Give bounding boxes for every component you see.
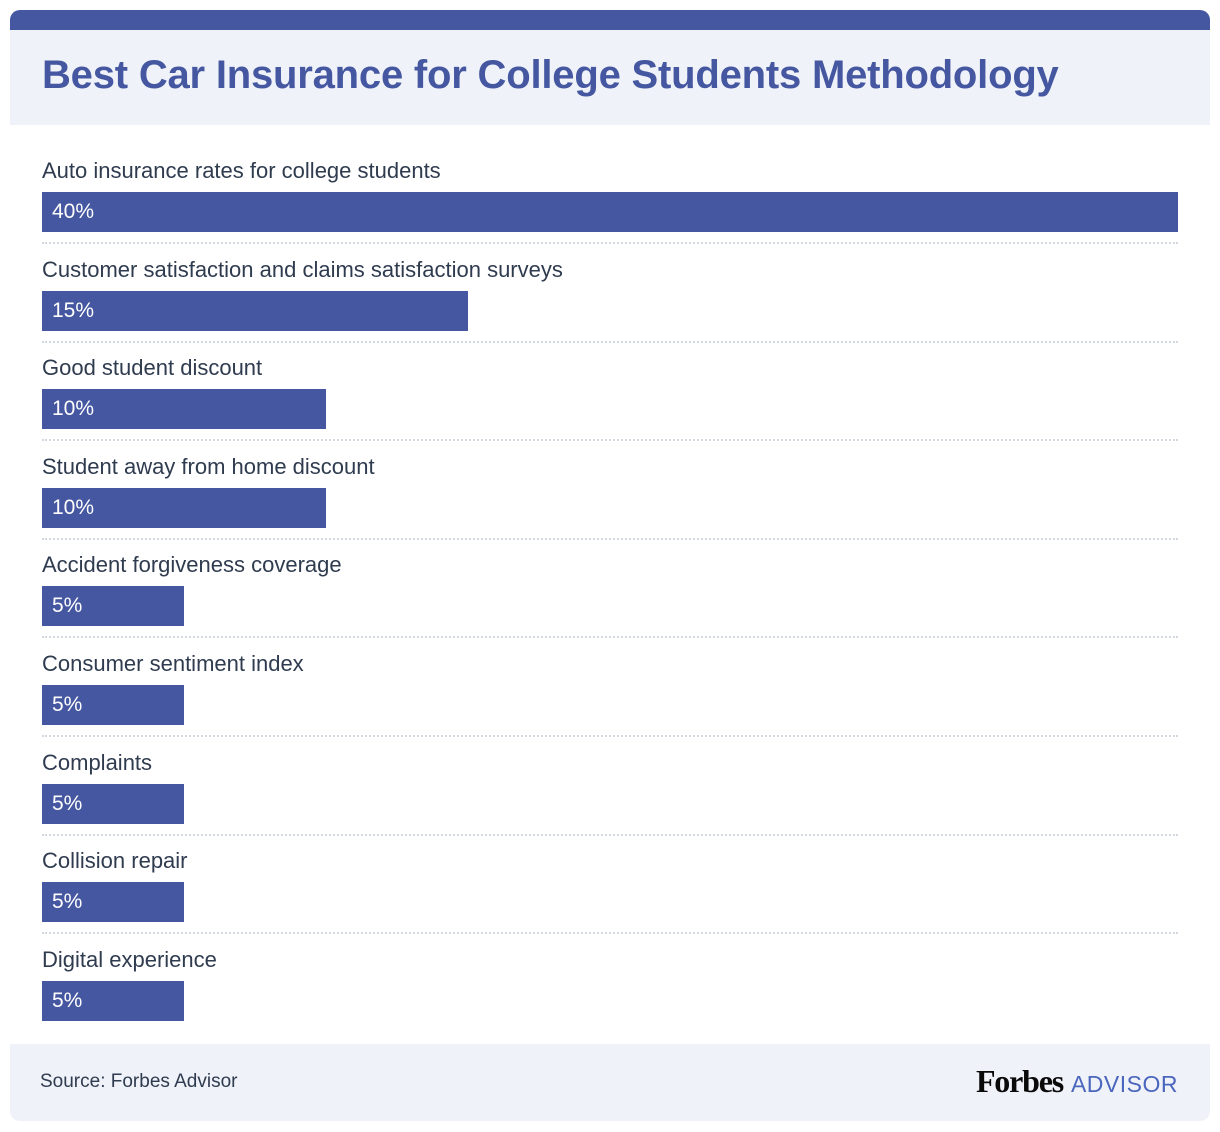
row-label: Student away from home discount bbox=[42, 453, 375, 479]
bar-value-label: 5% bbox=[52, 791, 83, 815]
bar: 5% bbox=[42, 882, 184, 923]
logo-forbes-wordmark: Forbes bbox=[975, 1063, 1064, 1099]
row-label: Collision repair bbox=[42, 848, 188, 874]
footer: Source: Forbes Advisor Forbes ADVISOR bbox=[10, 1044, 1210, 1121]
row-divider bbox=[42, 439, 1178, 442]
bar-value-label: 5% bbox=[52, 890, 83, 914]
chart-row: Consumer sentiment index 5% bbox=[42, 649, 1178, 748]
bar: 5% bbox=[42, 783, 184, 824]
row-label: Auto insurance rates for college student… bbox=[42, 158, 441, 183]
chart-row: Accident forgiveness coverage 5% bbox=[42, 550, 1178, 649]
bar: 5% bbox=[42, 980, 184, 1021]
chart-row: Digital experience 5% bbox=[42, 945, 1178, 1044]
page-title: Best Car Insurance for College Students … bbox=[42, 53, 1059, 97]
bar: 10% bbox=[42, 389, 326, 430]
bar-value-label: 40% bbox=[52, 200, 95, 223]
chart-row: Good student discount 10% bbox=[42, 353, 1178, 452]
header: Best Car Insurance for College Students … bbox=[10, 30, 1210, 125]
bar-value-label: 5% bbox=[52, 594, 83, 618]
chart-row: Student away from home discount 10% bbox=[42, 452, 1178, 551]
bar-value-label: 15% bbox=[52, 298, 95, 322]
row-label: Consumer sentiment index bbox=[42, 650, 304, 676]
bar: 5% bbox=[42, 684, 184, 725]
bar-chart: Auto insurance rates for college student… bbox=[42, 156, 1178, 1043]
chart-row: Complaints 5% bbox=[42, 748, 1178, 847]
bar: 40% bbox=[42, 192, 1178, 232]
bar: 10% bbox=[42, 487, 326, 528]
chart-row: Customer satisfaction and claims satisfa… bbox=[42, 255, 1178, 354]
bar: 5% bbox=[42, 586, 184, 627]
source-note: Source: Forbes Advisor bbox=[40, 1071, 238, 1092]
logo-advisor-wordmark: ADVISOR bbox=[1070, 1071, 1178, 1097]
forbes-advisor-logo: Forbes ADVISOR bbox=[976, 1063, 1178, 1100]
methodology-card: Best Car Insurance for College Students … bbox=[10, 10, 1210, 1121]
row-label: Complaints bbox=[42, 749, 153, 775]
header-accent-band bbox=[10, 10, 1210, 30]
bar-value-label: 10% bbox=[52, 397, 95, 421]
row-divider bbox=[42, 833, 1178, 836]
chart-row: Auto insurance rates for college student… bbox=[42, 156, 1178, 255]
row-label: Good student discount bbox=[42, 355, 263, 381]
bar: 15% bbox=[42, 290, 468, 331]
row-divider bbox=[42, 932, 1178, 935]
bar-value-label: 5% bbox=[52, 988, 83, 1012]
row-label: Digital experience bbox=[42, 946, 217, 972]
row-label: Customer satisfaction and claims satisfa… bbox=[42, 256, 563, 282]
row-divider bbox=[42, 537, 1178, 540]
row-label: Accident forgiveness coverage bbox=[42, 552, 342, 578]
row-divider bbox=[42, 340, 1178, 343]
bar-value-label: 5% bbox=[52, 692, 83, 716]
row-divider bbox=[42, 242, 1178, 244]
row-divider bbox=[42, 636, 1178, 639]
row-divider bbox=[42, 734, 1178, 737]
chart-row: Collision repair 5% bbox=[42, 846, 1178, 945]
bar-value-label: 10% bbox=[52, 495, 95, 519]
